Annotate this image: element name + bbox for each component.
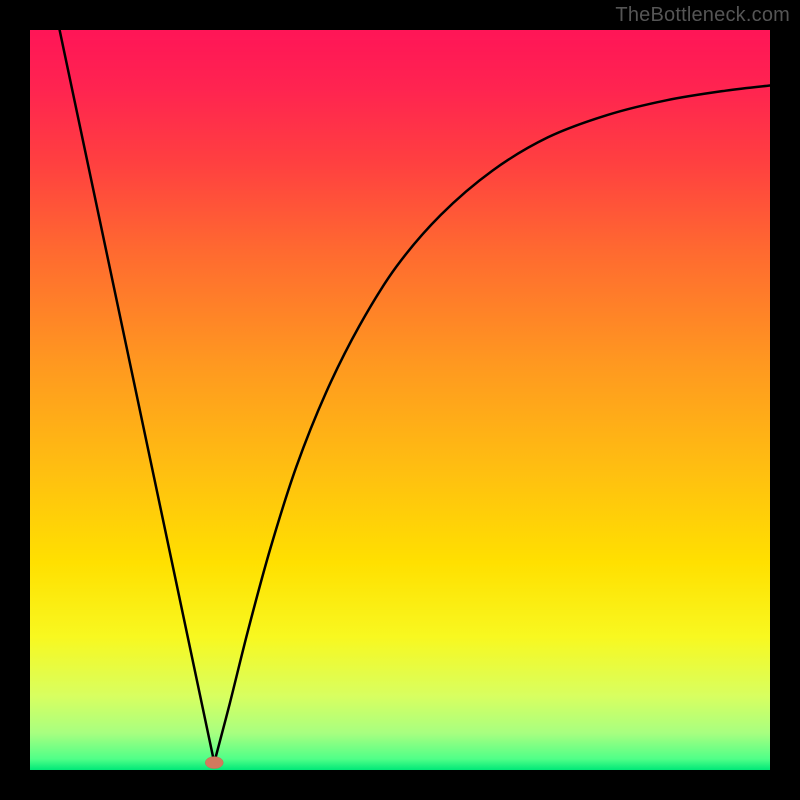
chart-frame: TheBottleneck.com <box>0 0 800 800</box>
gradient-background <box>30 30 770 770</box>
bottleneck-chart <box>0 0 800 800</box>
watermark-text: TheBottleneck.com <box>615 4 790 27</box>
minimum-marker <box>205 757 223 769</box>
